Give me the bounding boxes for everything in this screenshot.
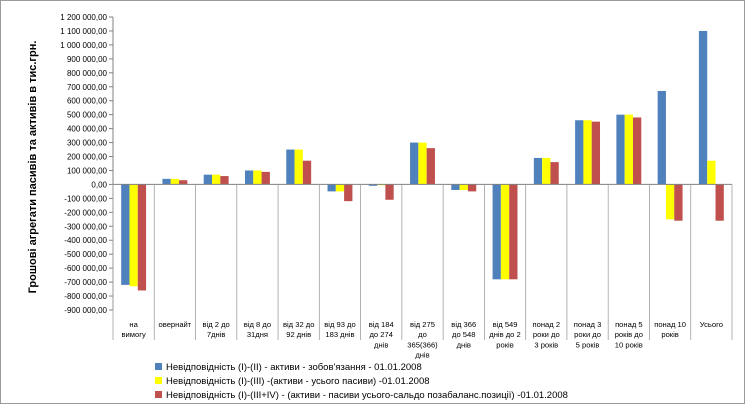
y-tick-label: -200 000,00 bbox=[64, 208, 107, 217]
x-category-label: овернайт bbox=[159, 320, 192, 329]
legend-swatch bbox=[155, 391, 162, 398]
x-category-label: від 549 днів до 2 років bbox=[489, 320, 520, 349]
bar-series-1 bbox=[327, 184, 336, 192]
bar-series-2 bbox=[542, 157, 551, 185]
y-tick-label: 800 000,00 bbox=[67, 69, 108, 78]
bar-series-2 bbox=[335, 184, 345, 192]
legend: Невідповідність (I)-(II) - активи - зобо… bbox=[155, 362, 568, 401]
bar-series-3 bbox=[467, 184, 477, 192]
x-category-label: понад 2 роки до 3 років bbox=[533, 320, 561, 349]
y-tick-label: 1 100 000,00 bbox=[60, 27, 107, 36]
y-tick-label: -300 000,00 bbox=[64, 222, 107, 231]
bar-series-3 bbox=[220, 176, 229, 185]
y-tick-label: -100 000,00 bbox=[64, 194, 107, 203]
bar-series-2 bbox=[294, 149, 303, 185]
bar-series-3 bbox=[137, 184, 147, 291]
legend-label: Невідповідність (I)-(II) - активи - зобо… bbox=[166, 362, 422, 373]
bar-series-2 bbox=[665, 184, 675, 220]
bar-series-1 bbox=[121, 184, 130, 285]
bar-series-3 bbox=[261, 171, 270, 185]
bar-series-1 bbox=[286, 149, 295, 185]
x-category-label: Усього bbox=[700, 320, 723, 329]
x-category-label: від 275 до 365(366) днів bbox=[407, 320, 438, 360]
legend-swatch bbox=[155, 377, 162, 384]
y-tick-label: 1 200 000,00 bbox=[60, 13, 107, 22]
legend-label: Невідповідність (I)-(III+IV) - (активи -… bbox=[166, 390, 568, 401]
bar-series-1 bbox=[162, 178, 171, 185]
bar-series-3 bbox=[509, 184, 518, 280]
y-tick-label: -700 000,00 bbox=[64, 278, 107, 287]
bar-series-2 bbox=[253, 170, 262, 185]
y-tick-label: 900 000,00 bbox=[67, 55, 108, 64]
axes bbox=[112, 17, 733, 340]
y-tick-label: 100 000,00 bbox=[67, 166, 108, 175]
y-tick-label: 600 000,00 bbox=[67, 97, 108, 106]
y-tick-label: 200 000,00 bbox=[67, 153, 108, 162]
bar-series-3 bbox=[715, 184, 724, 221]
bar-series-1 bbox=[492, 184, 501, 280]
bar-series-2 bbox=[129, 184, 138, 287]
bar-series-1 bbox=[410, 142, 419, 185]
bar-series-1 bbox=[616, 114, 625, 185]
y-tick-label: 400 000,00 bbox=[67, 125, 108, 134]
x-category-label: на вимогу bbox=[121, 320, 145, 339]
bar-series-2 bbox=[500, 184, 510, 280]
bar-series-2 bbox=[418, 142, 427, 185]
bar-series-1 bbox=[244, 170, 254, 185]
y-tick-label: -900 000,00 bbox=[64, 306, 107, 315]
y-tick-label: -800 000,00 bbox=[64, 292, 107, 301]
bar-series-3 bbox=[550, 162, 559, 185]
x-category-label: від 184 до 274 днів bbox=[369, 320, 394, 349]
bar-series-1 bbox=[698, 30, 708, 185]
bar-series-2 bbox=[170, 178, 180, 185]
bars bbox=[121, 30, 724, 291]
bar-series-3 bbox=[344, 184, 353, 202]
x-category-label: понад 10 років bbox=[654, 320, 686, 339]
bar-series-1 bbox=[533, 157, 543, 185]
x-category-label: понад 3 роки до 5 років bbox=[574, 320, 602, 349]
bar-series-3 bbox=[426, 148, 435, 185]
x-category-label: від 8 до 31дня bbox=[244, 320, 271, 339]
bar-series-3 bbox=[674, 184, 683, 221]
y-axis-title: Грошові агрегати пасивів та активів в ти… bbox=[27, 41, 39, 294]
bar-series-2 bbox=[583, 120, 592, 185]
y-tick-label: 300 000,00 bbox=[67, 139, 108, 148]
y-tick-label: -600 000,00 bbox=[64, 264, 107, 273]
x-axis-labels: на вимогу овернайт від 2 до 7днів від 8 до 31д… bbox=[121, 320, 722, 360]
legend-swatch bbox=[155, 363, 162, 370]
y-axis-ticks: -900 000,00 -800 000,00 -700 000,00 -600 00… bbox=[60, 13, 113, 315]
bar-series-2 bbox=[707, 160, 716, 185]
x-category-label: понад 5 років до 10 років bbox=[615, 320, 643, 349]
bar-series-1 bbox=[657, 90, 666, 185]
bar-series-3 bbox=[591, 121, 601, 185]
bar-series-2 bbox=[212, 174, 221, 185]
bar-series-3 bbox=[302, 160, 312, 185]
y-tick-label: -400 000,00 bbox=[64, 236, 107, 245]
bar-series-1 bbox=[451, 184, 460, 191]
y-tick-label: 0,00 bbox=[91, 180, 107, 189]
bar-series-3 bbox=[632, 117, 642, 185]
bar-series-2 bbox=[459, 184, 468, 191]
y-tick-label: 1 000 000,00 bbox=[60, 41, 107, 50]
bar-series-1 bbox=[203, 174, 213, 185]
x-category-label: від 2 до 7днів bbox=[203, 320, 230, 339]
legend-label: Невідповідність (I)-(III) -(активи - усь… bbox=[166, 376, 430, 387]
bar-series-3 bbox=[385, 184, 394, 200]
bar-series-3 bbox=[179, 180, 188, 185]
x-category-label: від 93 до 183 днів bbox=[324, 320, 355, 339]
bar-series-1 bbox=[368, 184, 378, 186]
bar-series-2 bbox=[624, 114, 633, 185]
y-tick-label: -500 000,00 bbox=[64, 250, 107, 259]
bar-series-1 bbox=[575, 120, 584, 185]
x-category-label: від 32 до 92 днів bbox=[283, 320, 314, 339]
y-tick-label: 700 000,00 bbox=[67, 83, 108, 92]
x-category-label: від 366 до 548 днів bbox=[451, 320, 476, 349]
y-tick-label: 500 000,00 bbox=[67, 111, 108, 120]
